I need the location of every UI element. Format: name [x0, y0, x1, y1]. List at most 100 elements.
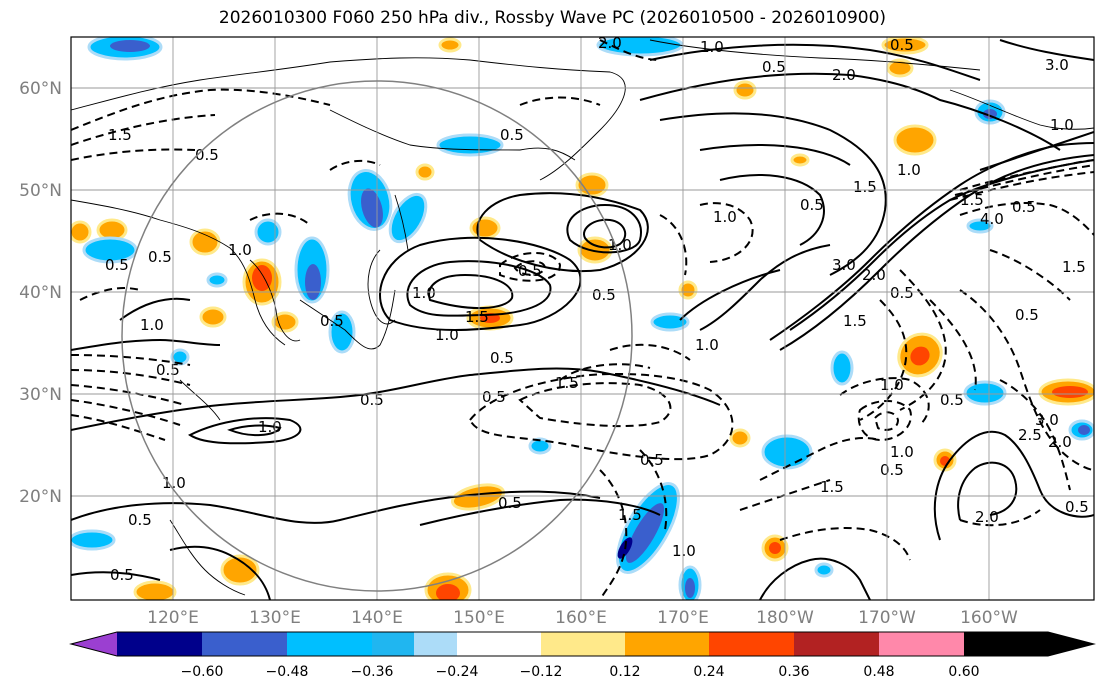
contour-label: 1.5 [465, 308, 489, 326]
colorbar-bin [202, 632, 287, 656]
contour-label: 0.5 [762, 58, 786, 76]
lon-label: 150°E [453, 608, 505, 628]
lat-label: 30°N [19, 385, 62, 405]
contour-label: 3.0 [1045, 56, 1069, 74]
lat-label: 60°N [19, 79, 62, 99]
contour-label: 2.0 [1048, 433, 1072, 451]
colorbar-tick-label: −0.48 [266, 664, 309, 680]
contour-label: 1.0 [880, 376, 904, 394]
contour-label: 1.0 [890, 443, 914, 461]
contour-label: 3.0 [832, 256, 856, 274]
contour-label: 0.5 [592, 286, 616, 304]
contour-label: 1.5 [960, 191, 984, 209]
lat-label: 20°N [19, 487, 62, 507]
map-layers: 2.0 1.0 0.5 0.5 2.0 3.0 1.0 1.5 0.5 0.5 … [71, 34, 1094, 600]
contour-label: 0.5 [360, 391, 384, 409]
contour-label: 0.5 [482, 388, 506, 406]
contour-label: 1.0 [258, 418, 282, 436]
contour-label: 2.0 [832, 66, 856, 84]
colorbar-extend-low [71, 632, 117, 656]
contour-labels: 2.0 1.0 0.5 0.5 2.0 3.0 1.0 1.5 0.5 0.5 … [105, 34, 1089, 584]
colorbar-bin [879, 632, 964, 656]
solid-contours [71, 39, 1094, 600]
plot-frame [70, 36, 1095, 601]
lon-label: 170°W [858, 608, 916, 628]
colorbar-bin [794, 632, 879, 656]
contour-label: 0.5 [880, 461, 904, 479]
contour-label: 1.0 [713, 208, 737, 226]
latitude-labels: 60°N 50°N 40°N 30°N 20°N [19, 79, 62, 507]
dashed-contours [71, 39, 1094, 600]
contour-label: 1.0 [228, 241, 252, 259]
colorbar-tick-label: 0.60 [948, 664, 979, 680]
colorbar-bin [457, 632, 541, 656]
colorbar-bin [372, 632, 414, 656]
contour-label: 0.5 [195, 146, 219, 164]
contour-label: 0.5 [1015, 306, 1039, 324]
contour-label: 0.5 [890, 284, 914, 302]
contour-label: 1.5 [618, 506, 642, 524]
lon-label: 160°W [960, 608, 1018, 628]
longitude-labels: 120°E 130°E 140°E 150°E 160°E 170°E 180°… [147, 608, 1018, 628]
lat-label: 40°N [19, 283, 62, 303]
contour-label: 1.5 [555, 374, 579, 392]
colorbar-bin [709, 632, 794, 656]
contour-label: 1.0 [140, 316, 164, 334]
contour-label: 1.5 [108, 126, 132, 144]
contour-label: 1.0 [412, 284, 436, 302]
colorbar-tick-label: 0.12 [609, 664, 640, 680]
contour-label: 1.0 [695, 336, 719, 354]
graticule [71, 37, 1094, 600]
contour-label: 0.5 [128, 511, 152, 529]
contour-label: 0.5 [500, 126, 524, 144]
contour-label: 1.5 [820, 478, 844, 496]
contour-label: 3.0 [1035, 411, 1059, 429]
contour-label: 2.0 [862, 266, 886, 284]
colorbar-extend-high [964, 632, 1094, 656]
contour-label: 0.5 [1065, 498, 1089, 516]
contour-label: 0.5 [320, 312, 344, 330]
coastlines [71, 39, 1094, 596]
lon-label: 180°W [756, 608, 814, 628]
contour-label: 0.5 [1012, 198, 1036, 216]
colorbar-tick-label: −0.36 [351, 664, 394, 680]
colorbar-bin [414, 632, 457, 656]
lon-label: 140°E [351, 608, 403, 628]
colorbar-tick-label: −0.60 [181, 664, 224, 680]
contour-label: 1.5 [853, 178, 877, 196]
contour-label: 0.5 [518, 262, 542, 280]
contour-label: 2.0 [598, 34, 622, 52]
contour-label: 1.0 [608, 236, 632, 254]
colorbar-ticks: −0.60 −0.48 −0.36 −0.24 −0.12 0.12 0.24 … [181, 664, 980, 680]
colorbar-tick-label: 0.24 [693, 664, 724, 680]
contour-label: 0.5 [640, 451, 664, 469]
contour-label: 1.0 [700, 38, 724, 56]
contour-label: 0.5 [490, 349, 514, 367]
contour-label: 0.5 [156, 361, 180, 379]
contour-label: 0.5 [110, 566, 134, 584]
contour-label: 1.0 [162, 474, 186, 492]
contour-label: 0.5 [148, 248, 172, 266]
contour-label: 1.0 [435, 326, 459, 344]
lon-label: 160°E [555, 608, 607, 628]
colorbar-outline [69, 631, 1096, 657]
contour-label: 2.5 [1018, 426, 1042, 444]
colorbar-bin [625, 632, 709, 656]
colorbar-tick-label: 0.36 [778, 664, 809, 680]
contour-label: 1.0 [672, 542, 696, 560]
contour-label: 1.0 [1050, 116, 1074, 134]
contour-label: 2.0 [975, 508, 999, 526]
contour-label: 4.0 [980, 210, 1004, 228]
colorbar-tick-label: −0.12 [520, 664, 563, 680]
colorbar: −0.60 −0.48 −0.36 −0.24 −0.12 0.12 0.24 … [69, 631, 1096, 680]
colorbar-bin [117, 632, 202, 656]
colorbar-bin [287, 632, 372, 656]
lat-label: 50°N [19, 181, 62, 201]
contour-label: 1.5 [843, 312, 867, 330]
region-circle [121, 80, 633, 592]
contour-label: 0.5 [498, 494, 522, 512]
contour-label: 0.5 [800, 196, 824, 214]
contour-label: 0.5 [105, 256, 129, 274]
contour-label: 1.5 [1062, 258, 1086, 276]
